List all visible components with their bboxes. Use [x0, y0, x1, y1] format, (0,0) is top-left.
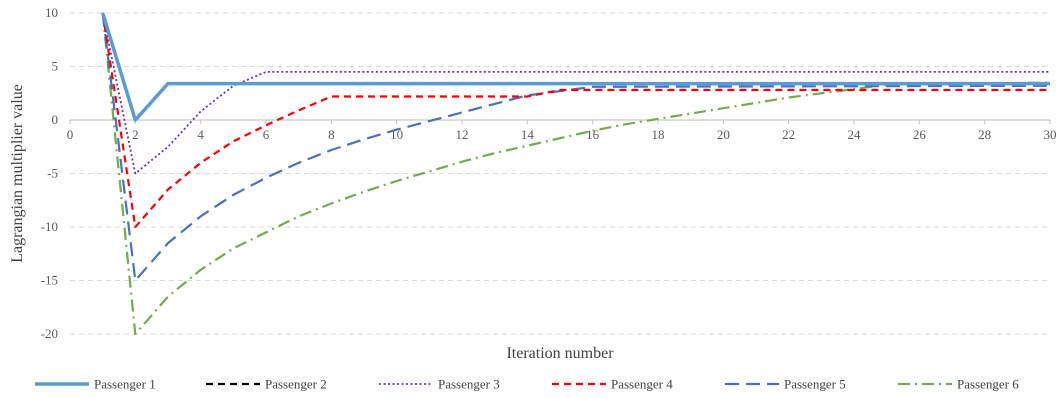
y-tick-label: 0 [52, 112, 59, 127]
series-line-6 [101, 12, 1051, 336]
legend-label-2: Passenger 2 [265, 377, 327, 392]
x-tick-label: 28 [978, 127, 991, 142]
y-tick-label: -15 [41, 273, 58, 288]
x-tick-label: 16 [586, 127, 600, 142]
x-tick-label: 24 [848, 127, 862, 142]
y-tick-label: -5 [47, 166, 58, 181]
grid [70, 12, 1050, 335]
x-tick-label: 8 [328, 127, 335, 142]
y-tick-label: 5 [52, 59, 59, 74]
x-tick-label: 20 [717, 127, 730, 142]
x-tick-label: 14 [521, 127, 535, 142]
series-line-1 [101, 12, 1050, 122]
series-lines [101, 12, 1051, 336]
x-tick-label: 6 [263, 127, 270, 142]
y-tick-label: -20 [41, 326, 58, 341]
series-line-5 [101, 12, 1051, 282]
series-line-4 [101, 12, 1050, 229]
x-tick-label: 4 [197, 127, 204, 142]
legend-label-3: Passenger 3 [438, 377, 500, 392]
x-tick-label: 0 [67, 127, 74, 142]
x-tick-label: 26 [913, 127, 927, 142]
y-tick-label: 10 [45, 5, 58, 20]
legend-label-4: Passenger 4 [611, 377, 673, 392]
x-tick-label: 22 [782, 127, 795, 142]
y-axis-title: Lagrangian multiplier value [9, 84, 26, 263]
x-tick-label: 18 [652, 127, 665, 142]
x-axis-title: Iteration number [506, 345, 614, 362]
series-line-3 [101, 12, 1050, 175]
legend-label-5: Passenger 5 [784, 377, 846, 392]
legend-label-1: Passenger 1 [94, 377, 156, 392]
x-tick-label: 2 [132, 127, 139, 142]
x-tick-label: 30 [1044, 127, 1057, 142]
y-tick-label: -10 [41, 219, 58, 234]
legend-label-6: Passenger 6 [957, 377, 1019, 392]
x-tick-label: 12 [456, 127, 469, 142]
legend: Passenger 1 Passenger 2 Passenger 3 Passeng… [35, 377, 1019, 392]
